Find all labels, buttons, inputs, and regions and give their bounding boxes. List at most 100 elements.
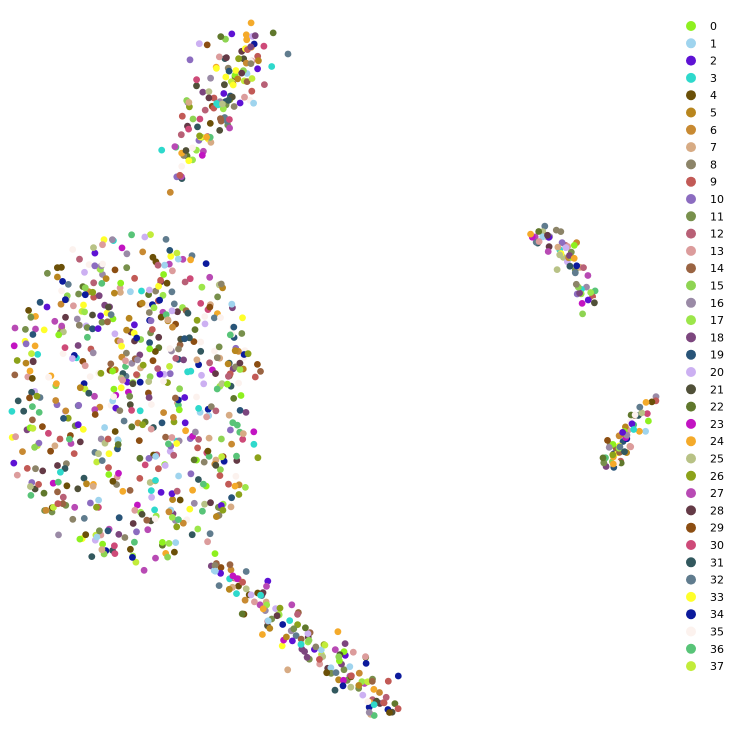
scatter-point-10 [187, 470, 195, 478]
scatter-point-36 [233, 421, 241, 429]
legend-label-4: 4 [710, 89, 717, 102]
legend-label-17: 17 [710, 314, 724, 327]
scatter-point-30 [193, 76, 201, 84]
legend-label-34: 34 [710, 608, 724, 621]
scatter-point-34 [279, 621, 287, 628]
scatter-point-8 [123, 349, 130, 357]
legend-label-22: 22 [710, 401, 724, 414]
scatter-point-34 [156, 296, 164, 304]
legend-label-29: 29 [710, 522, 724, 535]
scatter-point-19 [158, 419, 166, 427]
scatter-point-0 [99, 540, 106, 548]
scatter-point-1 [642, 427, 649, 435]
scatter-point-31 [88, 553, 96, 560]
scatter-point-7 [164, 316, 172, 324]
scatter-point-7 [284, 666, 292, 674]
scatter-point-18 [247, 43, 255, 51]
scatter-point-27 [140, 566, 148, 574]
scatter-point-18 [301, 648, 308, 655]
scatter-point-33 [105, 450, 113, 458]
scatter-point-0 [645, 417, 652, 425]
scatter-point-3 [147, 487, 155, 494]
scatter-point-15 [579, 310, 586, 318]
scatter-point-8 [121, 534, 129, 541]
scatter-point-13 [203, 413, 211, 421]
scatter-point-34 [62, 296, 69, 304]
scatter-point-29 [39, 423, 46, 430]
scatter-point-20 [148, 493, 156, 501]
scatter-point-9 [384, 677, 392, 685]
scatter-point-24 [53, 380, 60, 387]
scatter-point-2 [217, 569, 225, 577]
scatter-point-1 [327, 664, 335, 672]
scatter-point-34 [59, 278, 66, 285]
scatter-point-1 [101, 424, 108, 431]
legend-marker-22 [686, 401, 696, 412]
scatter-point-27 [288, 601, 296, 609]
scatter-point-13 [168, 434, 176, 441]
scatter-point-7 [89, 483, 97, 490]
scatter-point-32 [242, 568, 250, 575]
scatter-point-36 [66, 435, 73, 443]
scatter-point-28 [174, 308, 181, 316]
scatter-point-23 [250, 428, 258, 436]
scatter-point-18 [242, 409, 250, 416]
scatter-point-36 [200, 480, 207, 488]
legend-marker-23 [686, 418, 696, 429]
scatter-point-13 [204, 538, 212, 546]
scatter-point-13 [122, 357, 129, 365]
scatter-point-32 [284, 50, 292, 58]
scatter-point-3 [250, 440, 258, 448]
scatter-point-6 [355, 669, 363, 677]
scatter-point-14 [217, 115, 224, 123]
scatter-point-2 [91, 249, 99, 257]
scatter-point-20 [198, 371, 205, 379]
legend-label-33: 33 [710, 591, 724, 604]
scatter-point-35 [86, 373, 94, 380]
scatter-point-27 [58, 322, 66, 330]
scatter-point-35 [110, 393, 117, 400]
scatter-point-5 [224, 360, 232, 368]
scatter-point-28 [238, 69, 246, 77]
scatter-point-12 [59, 493, 67, 501]
scatter-point-18 [341, 640, 349, 647]
scatter-point-35 [197, 338, 205, 346]
scatter-point-28 [223, 54, 230, 62]
scatter-point-1 [126, 288, 134, 296]
scatter-point-18 [303, 653, 311, 661]
scatter-point-9 [251, 373, 259, 381]
scatter-point-17 [168, 514, 176, 521]
scatter-point-10 [186, 56, 194, 64]
scatter-point-8 [211, 562, 219, 569]
scatter-point-28 [205, 94, 213, 102]
legend-marker-20 [686, 367, 696, 377]
legend-marker-11 [686, 211, 696, 222]
scatter-point-9 [70, 450, 78, 457]
scatter-point-28 [29, 358, 37, 366]
scatter-point-16 [123, 250, 131, 258]
scatter-point-7 [207, 139, 215, 146]
scatter-point-0 [105, 471, 113, 478]
scatter-point-32 [80, 515, 88, 522]
scatter-point-5 [138, 299, 146, 307]
scatter-point-21 [193, 82, 200, 90]
scatter-point-12 [154, 261, 162, 269]
legend-label-16: 16 [710, 297, 724, 310]
scatter-point-4 [386, 709, 393, 716]
scatter-point-33 [185, 157, 193, 165]
scatter-point-30 [128, 406, 136, 414]
scatter-point-11 [44, 269, 51, 277]
scatter-point-26 [173, 523, 181, 531]
scatter-point-2 [131, 321, 138, 329]
legend-label-36: 36 [710, 643, 724, 656]
scatter-point-28 [273, 612, 281, 620]
scatter-point-18 [576, 289, 583, 297]
scatter-point-33 [186, 505, 194, 513]
scatter-point-1 [175, 472, 183, 480]
scatter-point-13 [362, 653, 369, 660]
scatter-point-24 [182, 427, 190, 435]
scatter-point-4 [109, 477, 117, 485]
scatter-point-2 [628, 420, 636, 428]
scatter-point-19 [89, 325, 96, 333]
scatter-point-29 [47, 447, 54, 455]
